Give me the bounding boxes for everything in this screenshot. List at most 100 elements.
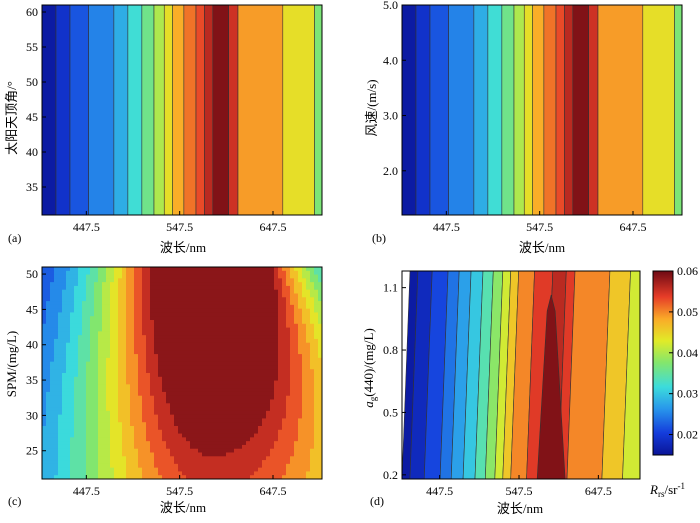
contour-cell-c <box>194 320 199 325</box>
contour-cell-c <box>282 323 287 329</box>
contour-cell-c <box>114 354 119 359</box>
contour-cell-c <box>130 433 135 438</box>
contour-cell-c <box>290 410 295 416</box>
contour-cell-c <box>118 467 123 473</box>
contour-cell-c <box>106 429 111 435</box>
contour-cell-c <box>210 267 215 272</box>
contour-cell-c <box>102 274 107 279</box>
contour-cell-c <box>106 395 111 401</box>
contour-cell-c <box>298 437 303 442</box>
contour-cell-c <box>218 399 223 404</box>
contour-cell-c <box>298 335 303 340</box>
contour-cell-c <box>242 346 247 351</box>
contour-cell-c <box>74 467 79 473</box>
contour-cell-c <box>50 342 55 348</box>
contour-cell-c <box>202 274 207 279</box>
contour-cell-c <box>274 460 279 465</box>
contour-cell-c <box>50 369 55 374</box>
contour-cell-c <box>70 331 75 336</box>
contour-cell-c <box>102 426 107 431</box>
contour-cell-c <box>258 407 263 412</box>
contour-cell-c <box>74 301 79 306</box>
contour-cell-c <box>58 422 63 427</box>
contour-cell-c <box>98 471 103 476</box>
contour-cell-c <box>62 414 67 420</box>
contour-cell-c <box>314 331 319 336</box>
contour-cell-c <box>186 414 191 420</box>
contour-cell-c <box>186 369 191 374</box>
contour-cell-c <box>150 433 155 438</box>
contour-cell-c <box>210 384 215 389</box>
contour-cell-c <box>314 475 319 479</box>
contour-cell-c <box>250 297 255 302</box>
contour-cell-c <box>162 422 167 427</box>
contour-cell-c <box>314 391 319 397</box>
contour-cell-c <box>42 357 47 363</box>
contour-cell-c <box>314 376 319 382</box>
contour-cell-c <box>290 460 295 465</box>
contour-cell-c <box>282 444 287 450</box>
contour-cell-c <box>70 338 75 344</box>
contour-cell-c <box>70 316 75 321</box>
contour-cell-c <box>102 467 107 473</box>
contour-cell-c <box>246 369 251 374</box>
contour-cell-c <box>102 285 107 291</box>
contour-cell-c <box>190 365 195 370</box>
contour-cell-c <box>122 384 127 389</box>
contour-cell-c <box>66 301 71 306</box>
contour-cell-c <box>174 297 179 302</box>
contour-cell-c <box>302 475 307 479</box>
contour-cell-c <box>186 429 191 435</box>
contour-cell-c <box>62 361 67 367</box>
contour-cell-c <box>54 320 59 325</box>
contour-cell-c <box>258 373 263 378</box>
contour-cell-c <box>234 426 239 431</box>
contour-cell-c <box>102 301 107 306</box>
contour-cell-c <box>114 456 119 461</box>
contour-cell-c <box>198 346 203 351</box>
contour-cell-c <box>158 407 163 412</box>
contour-cell-c <box>134 274 139 279</box>
contour-cell-c <box>266 460 271 465</box>
contour-cell-c <box>306 380 311 385</box>
contour-cell-c <box>290 441 295 446</box>
contour-cell-c <box>42 456 47 461</box>
contour-cell-c <box>146 312 151 317</box>
contour-cell-c <box>206 369 211 374</box>
contour-cell-c <box>102 414 107 420</box>
contour-cell-c <box>222 452 227 457</box>
contour-cell-c <box>238 320 243 325</box>
contour-cell-c <box>202 320 207 325</box>
contour-cell-c <box>298 373 303 378</box>
contour-cell-c <box>262 320 267 325</box>
contour-cell-c <box>222 327 227 332</box>
contour-cell-c <box>42 270 47 276</box>
contour-band-a <box>88 5 115 215</box>
contour-cell-c <box>50 388 55 393</box>
contour-cell-c <box>74 380 79 385</box>
contour-cell-c <box>222 384 227 389</box>
contour-cell-c <box>302 338 307 344</box>
contour-cell-c <box>214 369 219 374</box>
contour-cell-c <box>106 407 111 412</box>
contour-cell-c <box>314 297 319 302</box>
contour-cell-c <box>122 422 127 427</box>
contour-cell-c <box>250 388 255 393</box>
contour-cell-c <box>154 448 159 454</box>
contour-cell-c <box>154 384 159 389</box>
contour-cell-c <box>78 312 83 317</box>
contour-cell-c <box>182 270 187 276</box>
contour-cell-c <box>226 289 231 295</box>
contour-cell-c <box>242 338 247 344</box>
contour-cell-c <box>78 293 83 298</box>
contour-cell-c <box>70 433 75 438</box>
contour-cell-c <box>82 463 87 469</box>
contour-cell-c <box>178 320 183 325</box>
contour-cell-c <box>178 380 183 385</box>
contour-cell-c <box>50 444 55 450</box>
contour-cell-c <box>82 285 87 291</box>
contour-cell-c <box>262 407 267 412</box>
contour-cell-c <box>198 327 203 332</box>
contour-cell-c <box>246 335 251 340</box>
contour-cell-c <box>130 338 135 344</box>
